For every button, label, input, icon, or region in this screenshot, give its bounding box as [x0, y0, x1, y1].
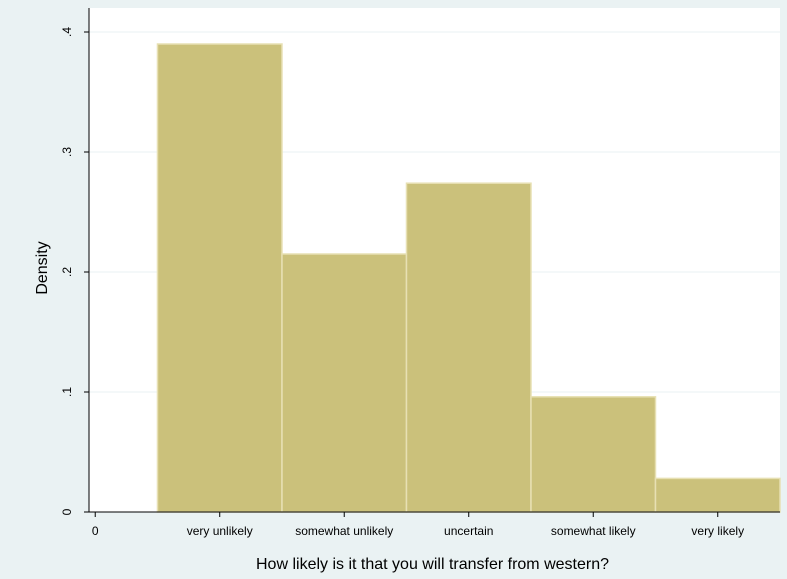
y-tick-label: .2 [60, 267, 74, 277]
y-tick-label: .3 [60, 147, 74, 157]
x-tick-label: somewhat likely [551, 524, 636, 538]
bar-1 [156, 43, 283, 513]
x-tick-label: very likely [691, 524, 744, 538]
bars [156, 43, 781, 513]
bar-2 [281, 253, 408, 513]
y-tick-label: .4 [60, 27, 74, 37]
bar-3 [405, 182, 532, 513]
x-axis-title: How likely is it that you will transfer … [256, 556, 609, 573]
x-tick-label: 0 [92, 524, 99, 538]
axes: 0 .1 .2 .3 .4 0 very unlikely somewhat unlikely… [60, 8, 780, 538]
bar-4 [530, 396, 657, 513]
x-tick-label: somewhat unlikely [295, 524, 393, 538]
y-tick-label: 0 [60, 508, 74, 515]
x-tick-label: uncertain [444, 524, 493, 538]
bar-5 [654, 477, 781, 513]
y-tick-label: .1 [60, 387, 74, 397]
x-tick-label: very unlikely [187, 524, 253, 538]
y-axis-title: Density [34, 241, 51, 294]
